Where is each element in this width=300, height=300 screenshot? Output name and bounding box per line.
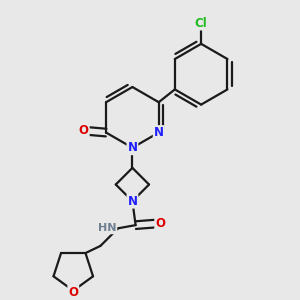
Text: N: N <box>128 195 137 208</box>
Text: Cl: Cl <box>195 16 208 30</box>
Text: O: O <box>68 286 78 299</box>
Text: O: O <box>79 124 89 137</box>
Text: N: N <box>154 126 164 139</box>
Text: HN: HN <box>98 223 116 233</box>
Text: N: N <box>128 141 137 154</box>
Text: O: O <box>155 217 165 230</box>
